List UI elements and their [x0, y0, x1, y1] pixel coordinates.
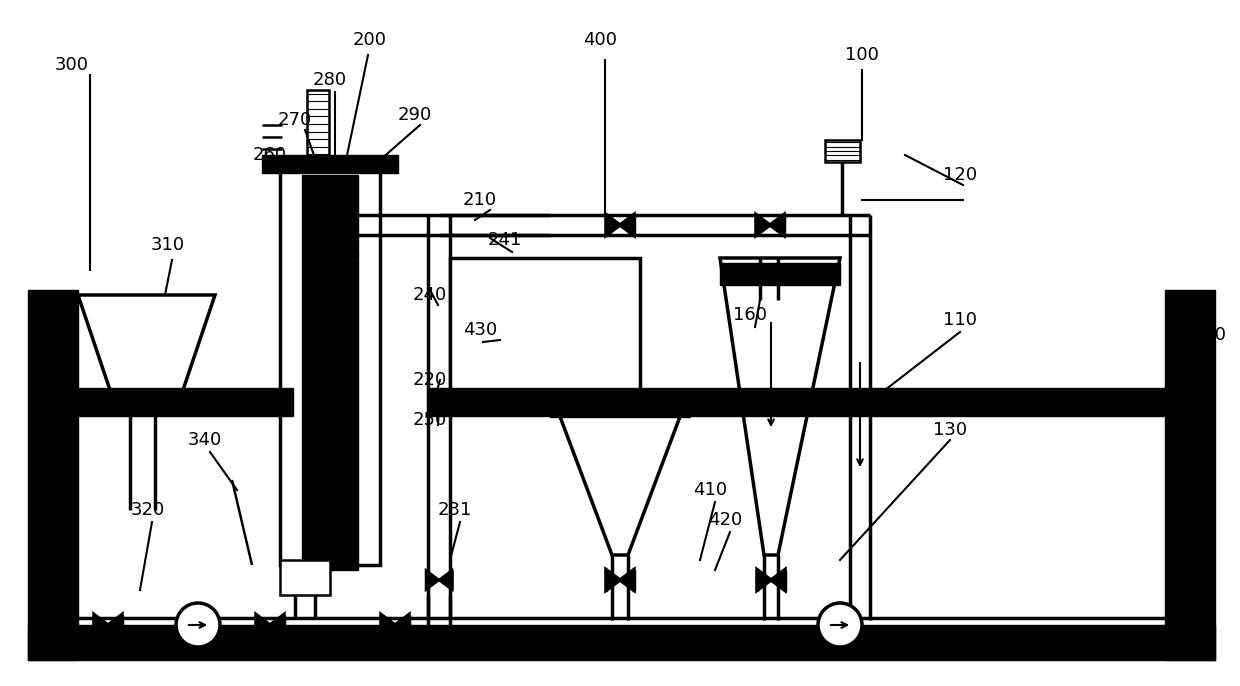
Polygon shape	[396, 615, 409, 635]
Text: 240: 240	[413, 286, 448, 304]
Bar	[450, 258, 640, 390]
Polygon shape	[620, 569, 634, 591]
Text: 330: 330	[278, 636, 312, 654]
Polygon shape	[381, 615, 396, 635]
Polygon shape	[606, 569, 620, 591]
Polygon shape	[255, 615, 270, 635]
Text: 260: 260	[253, 146, 288, 164]
Polygon shape	[620, 215, 634, 235]
Bar	[262, 155, 398, 173]
Text: 270: 270	[278, 111, 312, 129]
Bar	[280, 170, 379, 565]
Text: 200: 200	[353, 31, 387, 49]
Text: 220: 220	[413, 371, 448, 389]
Polygon shape	[78, 295, 215, 390]
Text: 320: 320	[131, 501, 165, 519]
Text: 230: 230	[393, 636, 427, 654]
Text: 110: 110	[942, 311, 977, 329]
Polygon shape	[756, 569, 771, 591]
Polygon shape	[756, 215, 770, 235]
Bar	[29, 290, 78, 660]
Text: 400: 400	[583, 31, 618, 49]
Bar	[308, 90, 329, 158]
Text: 130: 130	[932, 421, 967, 439]
Text: 300: 300	[55, 56, 89, 74]
Text: 350: 350	[45, 636, 79, 654]
Polygon shape	[439, 570, 453, 590]
Text: 160: 160	[733, 306, 768, 324]
Text: 280: 280	[312, 71, 347, 89]
Bar	[720, 263, 839, 285]
Text: 140: 140	[863, 636, 897, 654]
Bar	[280, 560, 330, 595]
Bar	[430, 388, 1185, 416]
Text: 150: 150	[513, 636, 547, 654]
Bar	[1166, 290, 1215, 660]
Polygon shape	[770, 215, 784, 235]
Text: 420: 420	[708, 511, 742, 529]
Polygon shape	[270, 615, 284, 635]
Text: 310: 310	[151, 236, 185, 254]
Polygon shape	[427, 570, 439, 590]
Polygon shape	[606, 215, 620, 235]
Text: 290: 290	[398, 106, 432, 124]
Text: 210: 210	[463, 191, 497, 209]
Text: 410: 410	[693, 481, 727, 499]
Polygon shape	[771, 569, 785, 591]
Text: 500: 500	[1193, 326, 1228, 344]
Text: 100: 100	[846, 46, 879, 64]
Text: 430: 430	[463, 321, 497, 339]
Polygon shape	[551, 390, 689, 555]
Text: 340: 340	[188, 431, 222, 449]
Circle shape	[176, 603, 219, 647]
Polygon shape	[108, 615, 122, 635]
Text: 120: 120	[942, 166, 977, 184]
Text: 250: 250	[413, 411, 448, 429]
Bar	[303, 175, 358, 570]
Bar	[78, 388, 293, 416]
Bar	[825, 140, 861, 162]
Polygon shape	[720, 258, 839, 555]
Polygon shape	[94, 615, 108, 635]
Bar	[29, 625, 1215, 660]
Bar	[551, 395, 689, 417]
Text: 241: 241	[487, 231, 522, 249]
Circle shape	[818, 603, 862, 647]
Text: 231: 231	[438, 501, 472, 519]
